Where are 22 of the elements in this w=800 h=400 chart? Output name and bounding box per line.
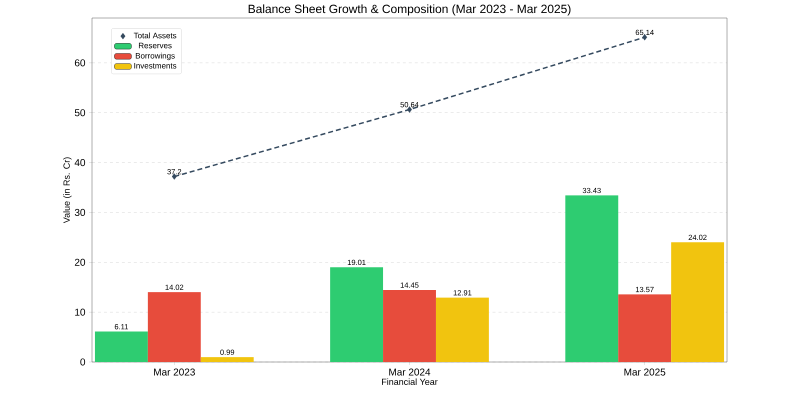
bar — [618, 294, 672, 362]
bar — [565, 195, 618, 362]
chart-title: Balance Sheet Growth & Composition (Mar 2023 - Mar 2025) — [248, 4, 571, 16]
bar — [94, 332, 148, 362]
y-tick-label: 0 — [80, 358, 86, 366]
bar — [383, 290, 436, 362]
x-tick-label: Mar 2024 — [389, 368, 430, 376]
x-tick-label: Mar 2025 — [624, 368, 666, 376]
y-tick-label: 20 — [74, 258, 86, 266]
y-tick-label: 50 — [74, 109, 86, 116]
bar — [330, 267, 384, 362]
y-tick-label: 40 — [74, 159, 86, 166]
bar — [200, 357, 254, 362]
bar — [671, 242, 724, 362]
bar — [148, 292, 201, 362]
bar — [436, 298, 489, 362]
y-tick-label: 60 — [74, 59, 86, 66]
y-axis-title: Value (in Rs. Cr) — [63, 157, 72, 224]
x-axis-title: Financial Year — [382, 378, 438, 386]
y-tick-label: 10 — [75, 308, 86, 316]
y-tick-label: 30 — [74, 208, 86, 216]
x-tick-label: Mar 2023 — [154, 368, 195, 376]
